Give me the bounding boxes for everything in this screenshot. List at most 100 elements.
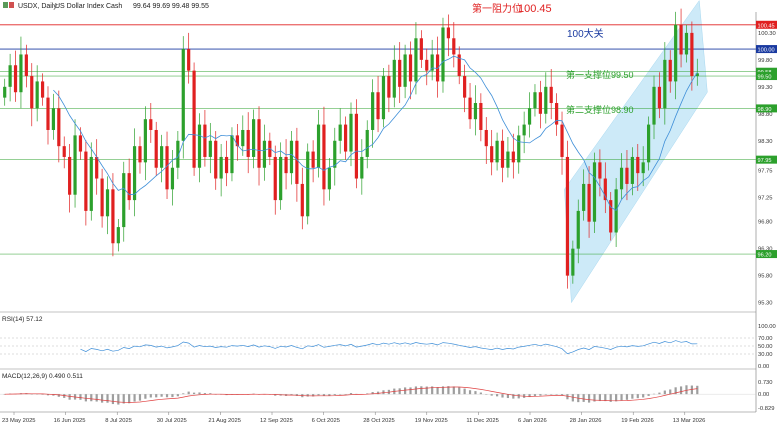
candle [381,67,386,128]
macd-bar [106,394,109,403]
price-tick-label: 96.30 [758,247,773,253]
macd-bar [155,394,158,398]
candle [160,134,164,183]
macd-bar [517,394,520,399]
candle [262,124,267,181]
macd-bar [544,394,547,395]
price-tag: 98.90 [756,104,777,113]
candle [165,131,169,200]
candle-body [441,27,445,82]
time-tick-label: 16 Jun 2025 [54,418,86,424]
candle-body [246,129,250,157]
macd-bar [533,394,537,396]
macd-panel[interactable]: MACD(12,26,9) 0.490 0.511 0.730 0.00 -0.82… [0,368,774,412]
macd-bar [79,394,82,400]
candle [571,240,575,284]
macd-bar [176,394,179,397]
macd-bar [111,394,115,405]
candle-body [587,183,591,222]
candle [630,147,634,196]
candle [403,44,407,99]
price-tick-labels: 100.30 99.80 99.30 98.80 98.30 97.75 97.25 96.8… [758,31,776,307]
candle [35,65,39,122]
candle [68,144,72,213]
candle [398,42,402,104]
candle-body [674,24,678,82]
candle [176,131,180,180]
candle-body [479,103,483,130]
candle-body [154,129,158,168]
price-tick-label: 95.30 [758,301,773,307]
candle-body [122,173,126,228]
macd-bar [539,394,542,396]
candle [116,218,120,252]
macd-bar [333,394,336,396]
candle-body [24,54,28,77]
macd-bar [344,394,347,395]
candle-body [284,156,288,174]
candle [187,32,191,84]
candle-body [273,156,277,201]
macd-bar [322,394,326,396]
support1-label: 第一支撑位99.50 [566,69,634,80]
candle-body [105,189,110,217]
candle [646,116,651,171]
candle-body [490,146,494,163]
candle-body [149,119,153,130]
candle-body [13,65,18,93]
candle-body [414,38,418,82]
candle-body [560,124,564,157]
header-icon-1 [3,2,8,8]
candle-body [555,103,559,125]
candle [122,161,126,242]
candle-body [132,146,137,201]
candle [679,8,683,68]
candle [219,144,223,197]
candle-body [95,156,99,179]
candle [468,83,472,129]
candle-body [230,135,234,174]
candle-body [51,108,56,130]
candle [306,143,310,225]
candle-body [641,162,645,174]
candle [24,44,28,88]
candle-body [365,129,369,157]
rsi-tick-labels: 100.00 70.00 50.00 30.00 0.00 [758,324,776,370]
candle [257,106,261,186]
macd-bar [90,394,93,402]
candle-body [100,178,104,217]
candle-body [84,151,88,211]
macd-bar [95,394,98,402]
rsi-panel[interactable]: RSI(14) 57.12 100.00 70.00 50.00 30.00 0.00 [0,311,776,370]
macd-bar [560,394,564,396]
candle-body [376,92,380,120]
macd-bar [317,394,320,396]
big-level-label: 100大关 [567,27,604,40]
candle-body [657,86,662,109]
macd-bar [458,387,461,395]
candle-body [57,108,61,147]
candle [241,115,245,156]
candle [657,72,662,119]
price-tag-bg [756,72,777,81]
level-annotations: 第一阻力位 100.45 100大关 第一支撑位99.50 第二支撑位98.90 [472,2,634,115]
candle [279,142,283,210]
candle-body [403,54,407,87]
candle [40,73,45,106]
candle-body [446,27,450,39]
rsi-line [80,340,698,355]
macd-bar [620,394,623,401]
candle [316,110,321,178]
macd-bar [593,394,596,402]
candle [127,158,131,210]
price-tag-text: 97.95 [758,158,772,164]
candle-body [214,140,218,179]
price-panel[interactable]: 第一阻力位 100.45 100大关 第一支撑位99.50 第二支撑位98.90 [0,0,756,311]
candle-body [684,32,689,55]
candle [479,93,483,142]
time-tick-label: 6 Jan 2026 [518,418,547,424]
candle-body [338,124,342,141]
candle-body [679,24,683,55]
candle [111,173,115,257]
candle-body [35,81,39,109]
